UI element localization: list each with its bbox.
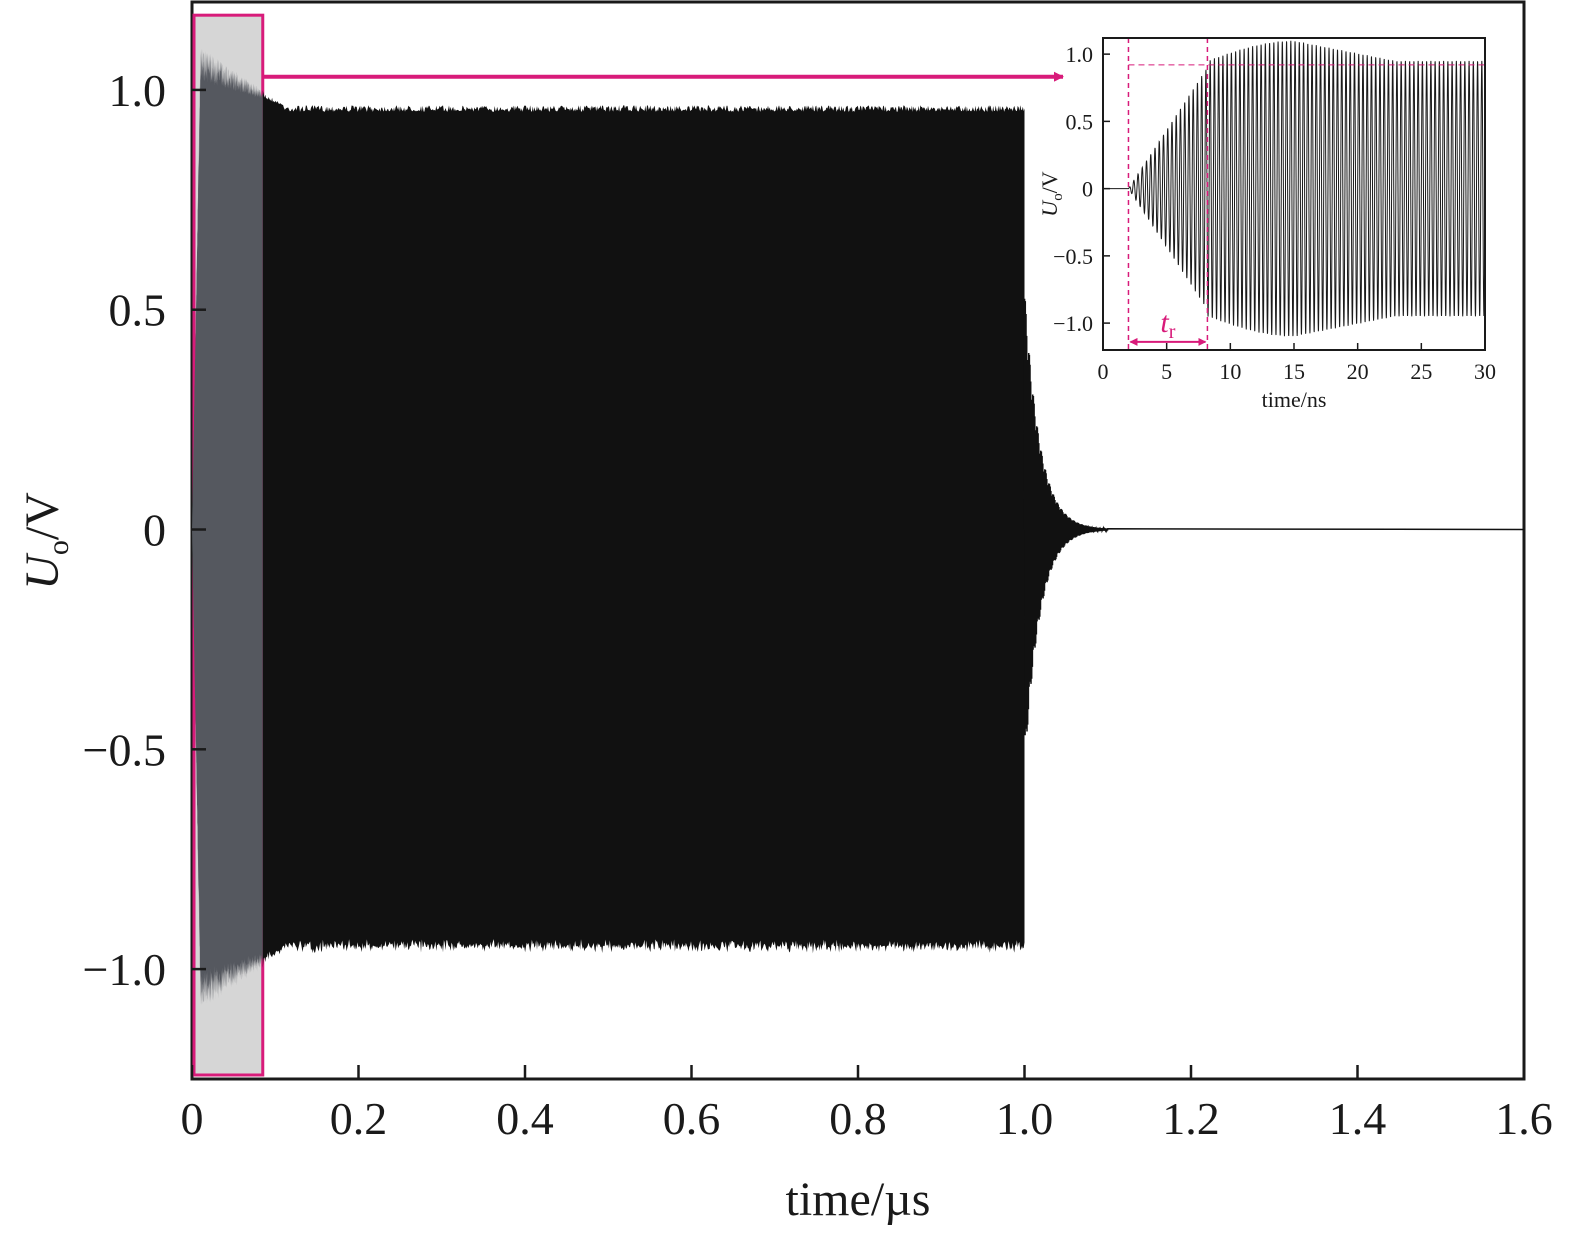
main-x-tick-label: 1.2	[1162, 1093, 1220, 1144]
inset-x-tick-label: 20	[1347, 359, 1369, 384]
inset-signal-trace	[1103, 40, 1486, 337]
highlighted-signal-segment	[192, 47, 263, 1007]
rise-time-symbol: t	[1160, 306, 1169, 339]
main-y-tick-label: −0.5	[83, 724, 166, 775]
inset-y-tick-label: 0.5	[1066, 109, 1094, 134]
main-y-axis-title: Uo/V	[16, 492, 75, 590]
main-x-axis-title: time/µs	[786, 1173, 931, 1226]
inset-signal-group	[1103, 40, 1486, 337]
inset-x-tick-label: 25	[1410, 359, 1432, 384]
rise-time-subscript: r	[1169, 321, 1176, 343]
main-y-axis-symbol: U	[16, 552, 69, 590]
main-x-tick-label: 0.6	[663, 1093, 721, 1144]
inset-y-axis-title: Uo/V	[1037, 171, 1066, 217]
inset-x-axis-title: time/ns	[1262, 387, 1327, 412]
inset-y-tick-label: −0.5	[1053, 244, 1093, 269]
main-x-tick-label: 1.6	[1495, 1093, 1553, 1144]
inset-x-tick-label: 5	[1161, 359, 1172, 384]
inset-y-ticks: 1.0 0.5 0 −0.5 −1.0	[1053, 42, 1110, 336]
rise-time-label: tr	[1160, 306, 1175, 343]
main-signal-trace	[262, 90, 1025, 968]
ringdown-trace	[1023, 298, 1525, 736]
inset-x-tick-label: 10	[1219, 359, 1241, 384]
inset-y-axis-symbol: U	[1037, 199, 1062, 217]
inset-x-ticks: 0 5 10 15 20 25 30	[1098, 343, 1496, 384]
main-x-tick-label: 0.4	[496, 1093, 554, 1144]
main-x-tick-label: 0.2	[330, 1093, 388, 1144]
main-y-tick-label: 1.0	[109, 65, 167, 116]
inset-x-tick-label: 0	[1098, 359, 1109, 384]
inset-y-axis-unit: /V	[1037, 171, 1062, 193]
main-plot: 0 0.2 0.4 0.6 0.8 1.0 1.2 1.4 1.6 1.0 0.5 0 −0.5 −1.…	[16, 0, 1553, 1226]
inset-x-tick-label: 30	[1474, 359, 1496, 384]
main-y-axis-unit: /V	[16, 492, 69, 540]
main-x-tick-label: 1.0	[996, 1093, 1054, 1144]
main-y-ticks: 1.0 0.5 0 −0.5 −1.0	[83, 65, 206, 995]
main-y-tick-label: 0.5	[109, 285, 167, 336]
main-x-tick-label: 0.8	[829, 1093, 887, 1144]
main-x-ticks: 0 0.2 0.4 0.6 0.8 1.0 1.2 1.4 1.6	[181, 1065, 1553, 1144]
inset-y-axis-subscript: o	[1050, 193, 1066, 201]
main-y-tick-label: 0	[143, 505, 166, 556]
main-y-tick-label: −1.0	[83, 944, 166, 995]
main-x-tick-label: 1.4	[1329, 1093, 1387, 1144]
main-x-tick-label: 0	[181, 1093, 204, 1144]
inset-plot: tr 0 5 10 15 20 25 30 1.00.50−0.5−1.0 time/ns …	[1037, 37, 1496, 412]
inset-x-tick-label: 15	[1283, 359, 1305, 384]
inset-y-tick-label: 0	[1082, 177, 1093, 202]
inset-y-tick-label: −1.0	[1053, 311, 1093, 336]
main-y-axis-subscript: o	[42, 540, 75, 555]
inset-y-tick-label: 1.0	[1066, 42, 1094, 67]
